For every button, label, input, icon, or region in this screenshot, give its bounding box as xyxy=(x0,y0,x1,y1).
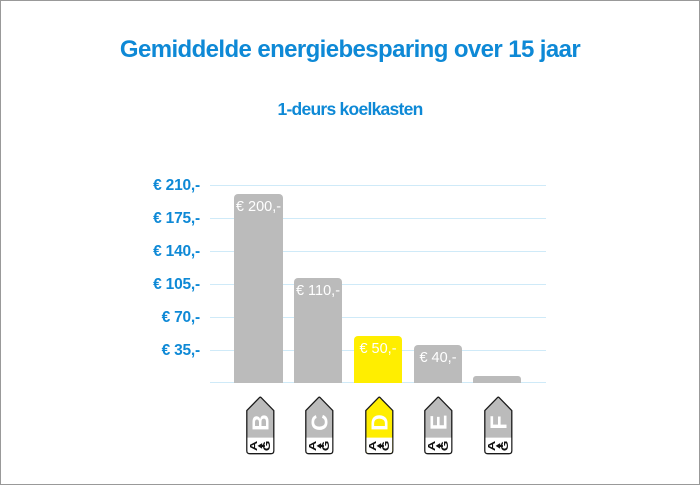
svg-text:A: A xyxy=(248,440,260,451)
svg-text:A: A xyxy=(486,440,498,451)
svg-text:G: G xyxy=(379,441,391,451)
svg-text:E: E xyxy=(425,415,451,430)
svg-text:A: A xyxy=(426,440,438,451)
svg-text:B: B xyxy=(247,414,273,431)
svg-text:C: C xyxy=(306,414,332,431)
svg-text:G: G xyxy=(498,441,510,451)
svg-text:A: A xyxy=(367,440,379,451)
svg-text:A: A xyxy=(307,440,319,451)
svg-text:G: G xyxy=(439,441,451,451)
svg-text:G: G xyxy=(260,441,272,451)
svg-text:F: F xyxy=(485,415,511,429)
svg-text:D: D xyxy=(366,414,392,431)
svg-text:G: G xyxy=(320,441,332,451)
